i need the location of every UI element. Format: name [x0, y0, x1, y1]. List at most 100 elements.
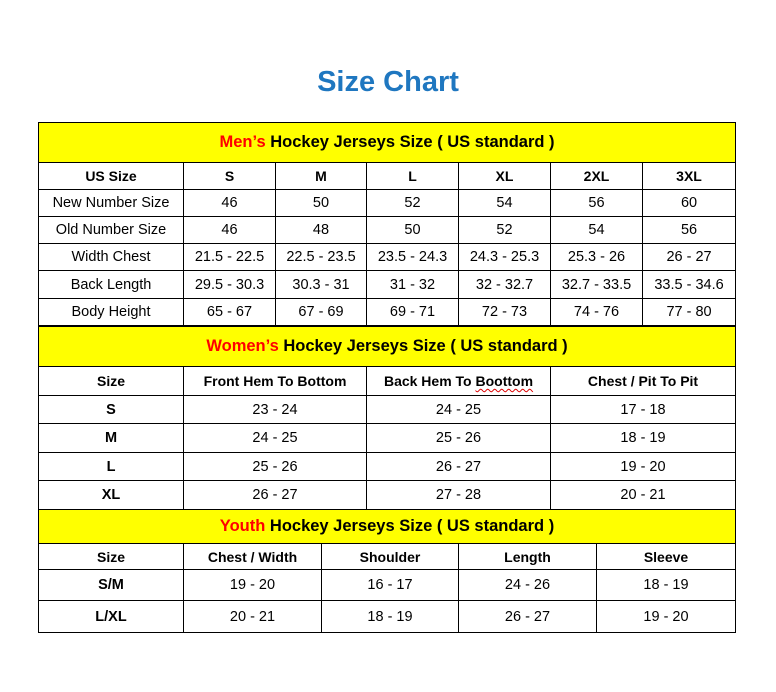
table-cell: 23.5 - 24.3	[366, 243, 459, 271]
heading-highlight: Youth	[219, 517, 266, 535]
row-label: Old Number Size	[38, 216, 184, 244]
column-header-label: Length	[504, 548, 551, 565]
table-cell: 26 - 27	[458, 600, 597, 633]
column-header: M	[275, 162, 367, 190]
table-cell: 27 - 28	[366, 480, 551, 510]
table-cell: 60	[641, 189, 737, 217]
column-header: S	[183, 162, 276, 190]
table-cell: 50	[275, 189, 367, 217]
heading-text: Hockey Jerseys Size ( US standard )	[265, 517, 555, 535]
table-cell: 72 - 73	[458, 298, 551, 326]
column-header-label: Back Hem To Boottom	[383, 373, 534, 389]
table-cell: 31 - 32	[366, 270, 459, 299]
women-section-heading: Women’s Hockey Jerseys Size ( US standar…	[37, 326, 737, 367]
table-row: Body Height 65 - 67 67 - 69 69 - 71 72 - 73 7…	[38, 298, 737, 326]
heading-highlight: Women’s	[206, 337, 279, 355]
column-header: Chest / Width	[183, 543, 322, 570]
column-header-label: Size	[96, 373, 125, 389]
row-label: Body Height	[38, 298, 184, 326]
table-row: Width Chest 21.5 - 22.5 22.5 - 23.5 23.5 - …	[38, 243, 737, 271]
table-cell: 46	[183, 189, 276, 217]
table-cell: 74 - 76	[550, 298, 643, 326]
table-cell: 56	[641, 216, 737, 244]
table-cell: 19 - 20	[595, 600, 737, 633]
table-cell: 21.5 - 22.5	[183, 243, 276, 271]
table-cell: 20 - 21	[183, 600, 322, 633]
table-cell: 65 - 67	[183, 298, 276, 326]
table-row: New Number Size 46 50 52 54 56 60	[38, 189, 737, 217]
table-cell: 46	[183, 216, 276, 244]
column-header-label: Front Hem To Bottom	[203, 373, 347, 389]
table-cell: 29.5 - 30.3	[183, 270, 276, 299]
heading-text: Hockey Jerseys Size ( US standard )	[265, 133, 555, 151]
column-header: XL	[458, 162, 551, 190]
table-cell: 22.5 - 23.5	[275, 243, 367, 271]
heading-highlight: Men’s	[219, 133, 266, 151]
table-cell: 18 - 19	[321, 600, 459, 633]
table-cell: 26 - 27	[366, 452, 551, 481]
row-label: New Number Size	[38, 189, 184, 217]
column-header: Size	[38, 366, 184, 396]
table-cell: 17 - 18	[549, 395, 737, 424]
table-row: S 23 - 24 24 - 25 17 - 18	[38, 395, 737, 424]
table-cell: 24 - 25	[366, 395, 551, 424]
row-label: L	[38, 452, 184, 481]
table-cell: 69 - 71	[366, 298, 459, 326]
column-header: Shoulder	[321, 543, 459, 570]
table-cell: 77 - 80	[641, 298, 737, 326]
column-header: Size	[38, 543, 184, 570]
womens-size-table: Women’s Hockey Jerseys Size ( US standar…	[37, 326, 737, 510]
misspelled-word: Boottom	[475, 373, 534, 389]
table-cell: 24 - 26	[458, 569, 597, 601]
column-header: L	[366, 162, 459, 190]
table-row: M 24 - 25 25 - 26 18 - 19	[38, 423, 737, 453]
mens-size-table: Men’s Hockey Jerseys Size ( US standard …	[37, 122, 737, 326]
table-row: XL 26 - 27 27 - 28 20 - 21	[38, 480, 737, 510]
table-cell: 19 - 20	[183, 569, 322, 601]
column-header-label: 3XL	[676, 168, 702, 184]
table-cell: 20 - 21	[549, 480, 737, 510]
column-header: Sleeve	[595, 543, 737, 570]
table-row: L/XL 20 - 21 18 - 19 26 - 27 19 - 20	[38, 600, 737, 633]
column-header: Back Hem To Boottom	[366, 366, 551, 396]
table-cell: 33.5 - 34.6	[641, 270, 737, 299]
table-row: L 25 - 26 26 - 27 19 - 20	[38, 452, 737, 481]
row-label: S/M	[38, 569, 184, 601]
table-cell: 54	[458, 189, 551, 217]
table-cell: 24 - 25	[183, 423, 367, 453]
row-label: L/XL	[38, 600, 184, 633]
table-cell: 26 - 27	[641, 243, 737, 271]
row-label: M	[38, 423, 184, 453]
table-row: Back Length 29.5 - 30.3 30.3 - 31 31 - 32 32…	[38, 270, 737, 299]
youth-section-heading: Youth Hockey Jerseys Size ( US standard …	[37, 509, 737, 544]
row-label: XL	[38, 480, 184, 510]
column-header-label: Size	[96, 548, 125, 565]
youth-size-table: Youth Hockey Jerseys Size ( US standard …	[37, 509, 737, 633]
table-cell: 23 - 24	[183, 395, 367, 424]
table-row: S/M 19 - 20 16 - 17 24 - 26 18 - 19	[38, 569, 737, 601]
table-cell: 16 - 17	[321, 569, 459, 601]
table-cell: 25.3 - 26	[550, 243, 643, 271]
men-section-heading: Men’s Hockey Jerseys Size ( US standard …	[37, 122, 737, 163]
column-header-label: M	[315, 168, 327, 184]
column-header-label: Chest / Width	[207, 548, 298, 565]
table-cell: 32.7 - 33.5	[550, 270, 643, 299]
page-title: Size Chart	[317, 66, 459, 98]
column-header: Length	[458, 543, 597, 570]
row-label: Width Chest	[38, 243, 184, 271]
table-cell: 18 - 19	[549, 423, 737, 453]
column-header: Front Hem To Bottom	[183, 366, 367, 396]
column-header: Chest / Pit To Pit	[549, 366, 737, 396]
table-cell: 32 - 32.7	[458, 270, 551, 299]
table-cell: 52	[366, 189, 459, 217]
table-row: Old Number Size 46 48 50 52 54 56	[38, 216, 737, 244]
table-cell: 25 - 26	[366, 423, 551, 453]
column-header-label: US Size	[85, 168, 137, 184]
column-header-label: L	[408, 168, 417, 184]
table-cell: 54	[550, 216, 643, 244]
table-cell: 24.3 - 25.3	[458, 243, 551, 271]
row-label: Back Length	[38, 270, 184, 299]
column-header-label: Sleeve	[643, 548, 689, 565]
column-header: 2XL	[550, 162, 643, 190]
table-cell: 52	[458, 216, 551, 244]
